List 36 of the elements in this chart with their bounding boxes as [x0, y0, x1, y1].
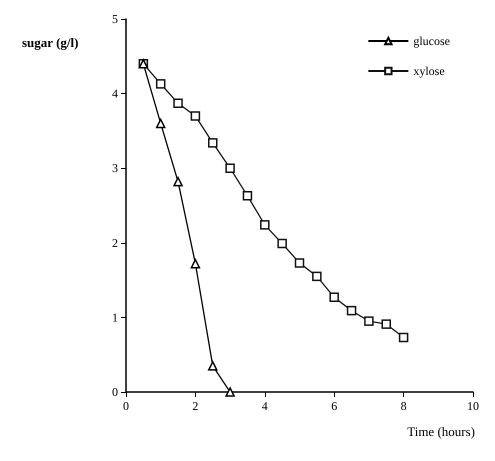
y-tick-label: 0 — [112, 385, 118, 399]
point — [173, 98, 183, 108]
y-tick-label: 1 — [112, 310, 118, 324]
y-tick-label: 5 — [112, 12, 118, 26]
point — [294, 258, 304, 268]
point — [364, 316, 374, 326]
point — [225, 163, 235, 173]
point — [260, 220, 270, 230]
point — [190, 258, 200, 268]
y-tick-label: 2 — [112, 236, 118, 250]
y-tick-label: 4 — [112, 86, 118, 101]
point — [242, 191, 252, 201]
x-tick-label: 2 — [192, 399, 198, 413]
point — [312, 272, 322, 282]
point — [225, 387, 235, 397]
point — [398, 332, 408, 342]
point — [346, 306, 356, 316]
x-tick-label: 8 — [400, 399, 407, 413]
point — [277, 238, 287, 248]
point — [208, 361, 218, 371]
point — [382, 319, 391, 329]
legend-label: glucose — [413, 34, 450, 48]
x-tick-label: 6 — [331, 399, 338, 413]
point — [329, 292, 339, 302]
y-axis-title: sugar (g/l) — [22, 35, 78, 50]
x-tick-label: 4 — [262, 399, 268, 413]
x-tick-label: 0 — [123, 399, 129, 413]
point — [208, 138, 218, 148]
x-axis-title: Time (hours) — [407, 424, 476, 439]
legend-label: xylose — [413, 64, 445, 78]
y-tick-label: 3 — [112, 161, 118, 176]
point — [190, 111, 200, 121]
x-tick-label: 10 — [467, 399, 479, 413]
point — [156, 79, 166, 89]
point — [173, 176, 183, 186]
point — [156, 118, 166, 128]
